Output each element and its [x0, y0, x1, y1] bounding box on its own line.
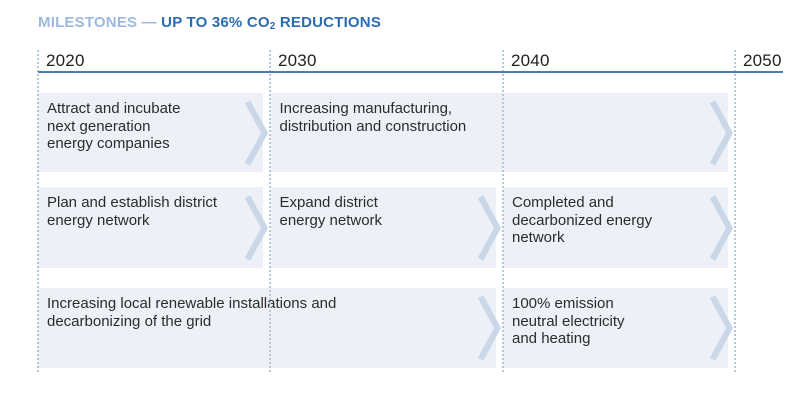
page-title: MILESTONES — UP TO 36% CO2 REDUCTIONS: [38, 14, 381, 32]
chevron-right-icon: [709, 99, 734, 166]
milestone-box-local-renewables: Increasing local renewable installations…: [38, 288, 501, 368]
gridline-2030: [269, 50, 271, 372]
title-strong-suffix: REDUCTIONS: [275, 14, 382, 31]
chevron-right-icon: [477, 295, 501, 361]
title-strong-text: UP TO 36% CO: [161, 14, 270, 31]
milestone-box-completed-decarbonized-network: Completed and decarbonized energy networ…: [503, 187, 734, 268]
milestone-text: Attract and incubate next generation ene…: [47, 100, 181, 152]
gridline-2050: [734, 50, 736, 372]
milestone-box-emission-neutral: 100% emission neutral electricity and he…: [503, 288, 734, 368]
year-label-2030: 2030: [278, 51, 317, 70]
gridline-2040: [502, 50, 504, 372]
milestone-box-expand-district-network: Expand district energy network: [270, 187, 501, 268]
title-co2-subscript: 2: [269, 21, 276, 32]
milestone-box-increasing-manufacturing: Increasing manufacturing, distribution a…: [270, 93, 734, 172]
chevron-right-icon: [709, 194, 734, 261]
gridline-2020: [37, 50, 39, 372]
timeline-axis-line: [38, 71, 783, 73]
milestone-text: Completed and decarbonized energy networ…: [512, 194, 653, 246]
chevron-right-icon: [477, 194, 501, 261]
chevron-right-icon: [244, 99, 269, 166]
milestone-text: Plan and establish district energy netwo…: [47, 194, 218, 229]
milestone-text: Expand district energy network: [279, 194, 383, 229]
year-label-2050: 2050: [743, 51, 782, 70]
chevron-right-icon: [244, 194, 269, 261]
year-label-2040: 2040: [511, 51, 550, 70]
milestone-box-attract-incubate: Attract and incubate next generation ene…: [38, 93, 269, 172]
chevron-right-icon: [709, 295, 734, 361]
year-label-2020: 2020: [46, 51, 85, 70]
milestone-text: Increasing local renewable installations…: [47, 295, 337, 330]
milestone-text: 100% emission neutral electricity and he…: [512, 295, 625, 347]
milestone-box-plan-district-network: Plan and establish district energy netwo…: [38, 187, 269, 268]
title-muted-text: MILESTONES —: [38, 14, 162, 31]
milestone-text: Increasing manufacturing, distribution a…: [279, 100, 467, 135]
